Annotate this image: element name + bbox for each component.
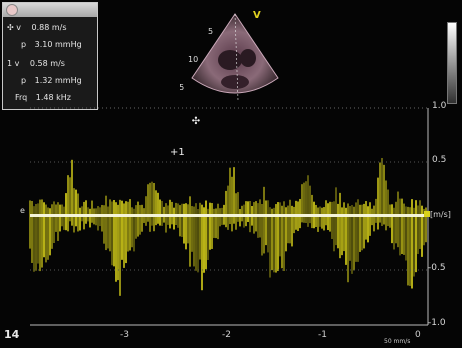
readout-row: ✣ v 0.88 m/s (7, 23, 67, 32)
readout-value: 0.58 m/s (29, 59, 65, 68)
readout-marker: 1 v (7, 59, 20, 68)
readout-marker: ✣ v (7, 23, 21, 32)
echo-sector-image: V 5 10 15 (180, 10, 279, 101)
velocity-unit-label: [m/s] (430, 210, 451, 219)
panel-header[interactable] (3, 3, 97, 17)
depth-label: 5 (208, 27, 213, 36)
velocity-tick-label: -0.5 (428, 263, 446, 273)
cardiac-chamber (221, 75, 249, 89)
readout-row: Frq 1.48 kHz (15, 93, 71, 102)
velocity-tick-label: -1.0 (428, 318, 446, 328)
depth-label: 15 (180, 83, 184, 92)
time-tick-label: -3 (120, 330, 129, 340)
caliper-crosshair-icon[interactable]: ✣ (192, 116, 200, 127)
probe-orientation-mark: V (253, 10, 261, 21)
readout-value: 1.32 mmHg (34, 76, 82, 85)
time-tick-label: 0 (415, 330, 421, 340)
doppler-spectrum (29, 157, 427, 296)
readout-row: p 3.10 mmHg (21, 40, 82, 49)
zero-baseline (30, 214, 426, 217)
caliper-marker-2[interactable]: +1 (170, 147, 185, 158)
velocity-tick-label: 1.0 (432, 101, 447, 111)
cardiac-chamber (240, 49, 256, 67)
baseline-handle[interactable] (424, 211, 430, 217)
readout-marker: p (21, 40, 27, 49)
readout-value: 0.88 m/s (31, 23, 67, 32)
measurement-panel[interactable]: ✣ v 0.88 m/s p 3.10 mmHg 1 v 0.58 m/s p … (2, 2, 98, 110)
cardiac-chamber (218, 50, 242, 70)
time-tick-label: -2 (222, 330, 231, 340)
baseline-marker: e (20, 206, 25, 215)
velocity-tick-label: 0.5 (432, 155, 447, 165)
readout-value: 3.10 mmHg (34, 40, 82, 49)
readout-row: 1 v 0.58 m/s (7, 59, 65, 68)
grayscale-bar (447, 22, 457, 104)
time-tick-label: -1 (318, 330, 327, 340)
readout-marker: p (21, 76, 27, 85)
readout-value: 1.48 kHz (35, 93, 71, 102)
readout-row: p 1.32 mmHg (21, 76, 82, 85)
sweep-speed-label: 50 mm/s (384, 338, 411, 345)
depth-indicator: 14 (4, 328, 20, 341)
panel-close-icon[interactable] (6, 4, 18, 16)
readout-marker: Frq (15, 93, 28, 102)
depth-label: 10 (188, 55, 198, 64)
